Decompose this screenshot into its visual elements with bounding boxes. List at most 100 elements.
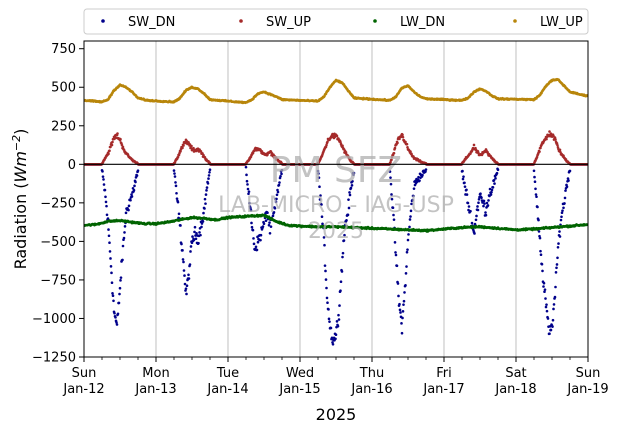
data-point (486, 204, 490, 207)
data-point (119, 279, 122, 282)
data-point (548, 332, 551, 336)
data-point (477, 201, 480, 205)
x-tick-label-day: Sat (505, 366, 526, 381)
data-point (187, 277, 191, 280)
data-point (408, 225, 411, 229)
data-point (558, 230, 561, 233)
x-tick-label-day: Sun (576, 366, 601, 381)
data-point (552, 303, 556, 306)
y-axis-title: Radiation (Wm−2) (10, 129, 30, 270)
data-point (405, 265, 408, 268)
data-point (461, 169, 464, 173)
data-point (200, 225, 203, 229)
data-point (412, 194, 415, 198)
data-point (193, 230, 196, 234)
data-point (400, 322, 403, 325)
data-point (483, 202, 486, 205)
data-point (341, 251, 345, 255)
legend-marker-lw-up (513, 19, 517, 23)
x-tick-label-day: Tue (216, 366, 239, 381)
data-point (345, 218, 348, 222)
data-point (389, 176, 392, 179)
data-point (542, 285, 545, 288)
data-point (107, 228, 110, 231)
data-point (496, 168, 500, 172)
x-tick-label-date: Jan-19 (566, 382, 608, 397)
data-point (244, 165, 248, 169)
data-point (272, 210, 276, 214)
data-point (545, 303, 548, 306)
data-point (250, 225, 254, 229)
data-point (335, 134, 339, 138)
data-point (477, 197, 481, 201)
data-point (536, 205, 539, 209)
data-point (198, 231, 201, 234)
data-point (349, 186, 353, 190)
data-point (545, 137, 548, 141)
data-point (121, 145, 125, 149)
x-tick-label-date: Jan-13 (134, 382, 176, 397)
data-point (565, 185, 569, 189)
x-tick-label-date: Jan-18 (494, 382, 536, 397)
data-point (199, 233, 202, 237)
data-point (541, 269, 544, 273)
legend-label-sw-up: SW_UP (266, 15, 311, 30)
data-point (396, 282, 400, 285)
data-point (556, 144, 559, 147)
data-point (180, 242, 183, 246)
data-point (195, 232, 198, 235)
data-point (135, 174, 139, 177)
data-point (331, 343, 335, 346)
data-point (268, 221, 271, 224)
data-point (268, 231, 272, 235)
data-point (322, 236, 326, 239)
data-point (259, 233, 263, 237)
data-point (551, 318, 555, 322)
x-axis: SunJan-12MonJan-13TueJan-14WedJan-15ThuJ… (62, 357, 609, 397)
data-point (112, 299, 115, 303)
data-point (194, 234, 197, 237)
data-point (320, 215, 324, 219)
data-point (189, 245, 193, 248)
data-point (115, 321, 118, 324)
data-point (390, 197, 394, 201)
data-point (116, 132, 119, 135)
data-point (194, 237, 198, 241)
data-point (390, 193, 393, 196)
data-point (261, 225, 265, 228)
y-tick-label: 750 (51, 42, 76, 57)
data-point (275, 193, 279, 197)
data-point (484, 213, 488, 217)
data-point (174, 181, 177, 184)
data-point (543, 288, 547, 291)
data-point (188, 263, 192, 266)
data-point (277, 183, 281, 187)
data-point (339, 289, 342, 293)
data-point (130, 195, 134, 198)
x-tick-label-date: Jan-17 (422, 382, 464, 397)
data-point (562, 206, 565, 210)
x-tick-label-day: Mon (142, 366, 169, 381)
data-point (480, 196, 483, 200)
data-point (102, 178, 105, 181)
data-point (392, 218, 396, 221)
data-point (337, 313, 340, 317)
data-point (405, 250, 409, 254)
data-point (392, 213, 395, 217)
data-point (182, 269, 186, 272)
data-point (109, 257, 112, 260)
data-point (335, 320, 339, 323)
y-tick-label: −750 (40, 273, 76, 288)
data-point (558, 235, 562, 238)
data-point (540, 262, 544, 266)
data-point (104, 200, 108, 204)
data-point (542, 281, 546, 285)
data-point (321, 222, 324, 226)
data-point (119, 276, 123, 279)
data-point (563, 196, 567, 200)
data-point (101, 170, 104, 173)
data-point (127, 204, 131, 208)
data-point (402, 303, 405, 306)
data-point (463, 185, 467, 188)
legend-label-lw-dn: LW_DN (400, 15, 445, 30)
